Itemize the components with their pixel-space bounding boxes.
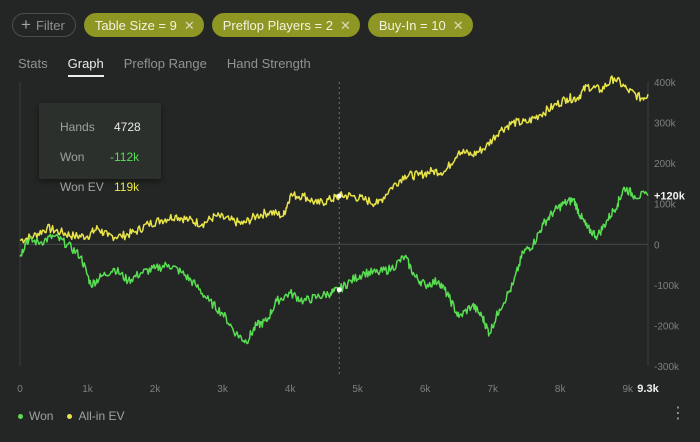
filter-chip-table-size[interactable]: Table Size = 9 ✕ [83, 13, 204, 37]
tooltip-wonev-label: Won EV [60, 180, 104, 194]
chip-label: Preflop Players = 2 [222, 17, 333, 33]
tooltip-hands-row: Hands 4728 [60, 120, 141, 134]
plus-icon: + [21, 15, 31, 34]
tab-graph[interactable]: Graph [67, 56, 104, 77]
legend-dot-icon [67, 413, 73, 419]
chip-label: Table Size = 9 [94, 17, 177, 33]
y-tick-label: 300k [654, 119, 677, 130]
y-tick-label: 0 [654, 240, 660, 251]
tooltip-hands-value: 4728 [114, 120, 141, 134]
x-tick-label: 4k [285, 384, 297, 395]
x-tick-label: 1k [82, 384, 94, 395]
tooltip-wonev-row: Won EV 119k [60, 180, 139, 194]
cursor-point-won [336, 287, 342, 293]
x-tick-label: 7k [487, 384, 499, 395]
close-icon[interactable]: ✕ [339, 17, 351, 33]
series-line-won [19, 186, 649, 345]
tooltip-won-row: Won -112k [60, 150, 139, 164]
close-icon[interactable]: ✕ [183, 17, 195, 33]
tooltip-won-label: Won [60, 150, 85, 164]
tooltip-hands-label: Hands [60, 120, 95, 134]
legend-label: All-in EV [78, 409, 125, 423]
x-end-label: 9.3k [637, 383, 659, 395]
y-tick-label: 200k [654, 159, 677, 170]
add-filter-button[interactable]: + Filter [12, 13, 76, 37]
y-tick-label: -300k [654, 362, 680, 373]
y-tick-label: -100k [654, 281, 680, 292]
x-tick-label: 0 [17, 384, 23, 395]
last-value-label: +120k [654, 191, 686, 203]
tooltip-won-value: -112k [110, 150, 140, 164]
tab-hand-strength[interactable]: Hand Strength [226, 56, 311, 71]
x-tick-label: 2k [150, 384, 162, 395]
legend-item-won[interactable]: Won [18, 409, 53, 423]
chip-label: Buy-In = 10 [378, 17, 446, 33]
series-line-allin-ev [19, 75, 649, 244]
legend-label: Won [29, 409, 54, 423]
x-tick-label: 5k [352, 384, 364, 395]
filter-chip-buy-in[interactable]: Buy-In = 10 ✕ [367, 13, 473, 37]
tab-stats[interactable]: Stats [18, 56, 48, 71]
cursor-point-allin-ev [336, 193, 342, 199]
y-tick-label: 400k [654, 78, 677, 89]
tab-preflop-range[interactable]: Preflop Range [123, 56, 207, 71]
tooltip-wonev-value: 119k [114, 180, 140, 194]
x-tick-label: 3k [217, 384, 229, 395]
legend-item-allin-ev[interactable]: All-in EV [67, 409, 124, 423]
chart-legend: Won All-in EV [18, 409, 124, 423]
x-tick-label: 8k [555, 384, 567, 395]
tab-bar: Stats Graph Preflop Range Hand Strength [18, 56, 311, 77]
x-tick-label: 9k [622, 384, 634, 395]
filter-chip-preflop-players[interactable]: Preflop Players = 2 ✕ [211, 13, 360, 37]
y-tick-label: -200k [654, 321, 680, 332]
hover-tooltip: Hands 4728 Won -112k Won EV 119k [39, 103, 161, 194]
y-tick-label: 100k [654, 200, 677, 211]
close-icon[interactable]: ✕ [452, 17, 464, 33]
x-tick-label: 6k [420, 384, 432, 395]
legend-dot-icon [18, 413, 23, 419]
filter-label: Filter [35, 17, 65, 33]
filter-bar: + Filter Table Size = 9 ✕ Preflop Player… [12, 12, 473, 38]
more-options-icon[interactable]: ⋮ [670, 405, 686, 422]
